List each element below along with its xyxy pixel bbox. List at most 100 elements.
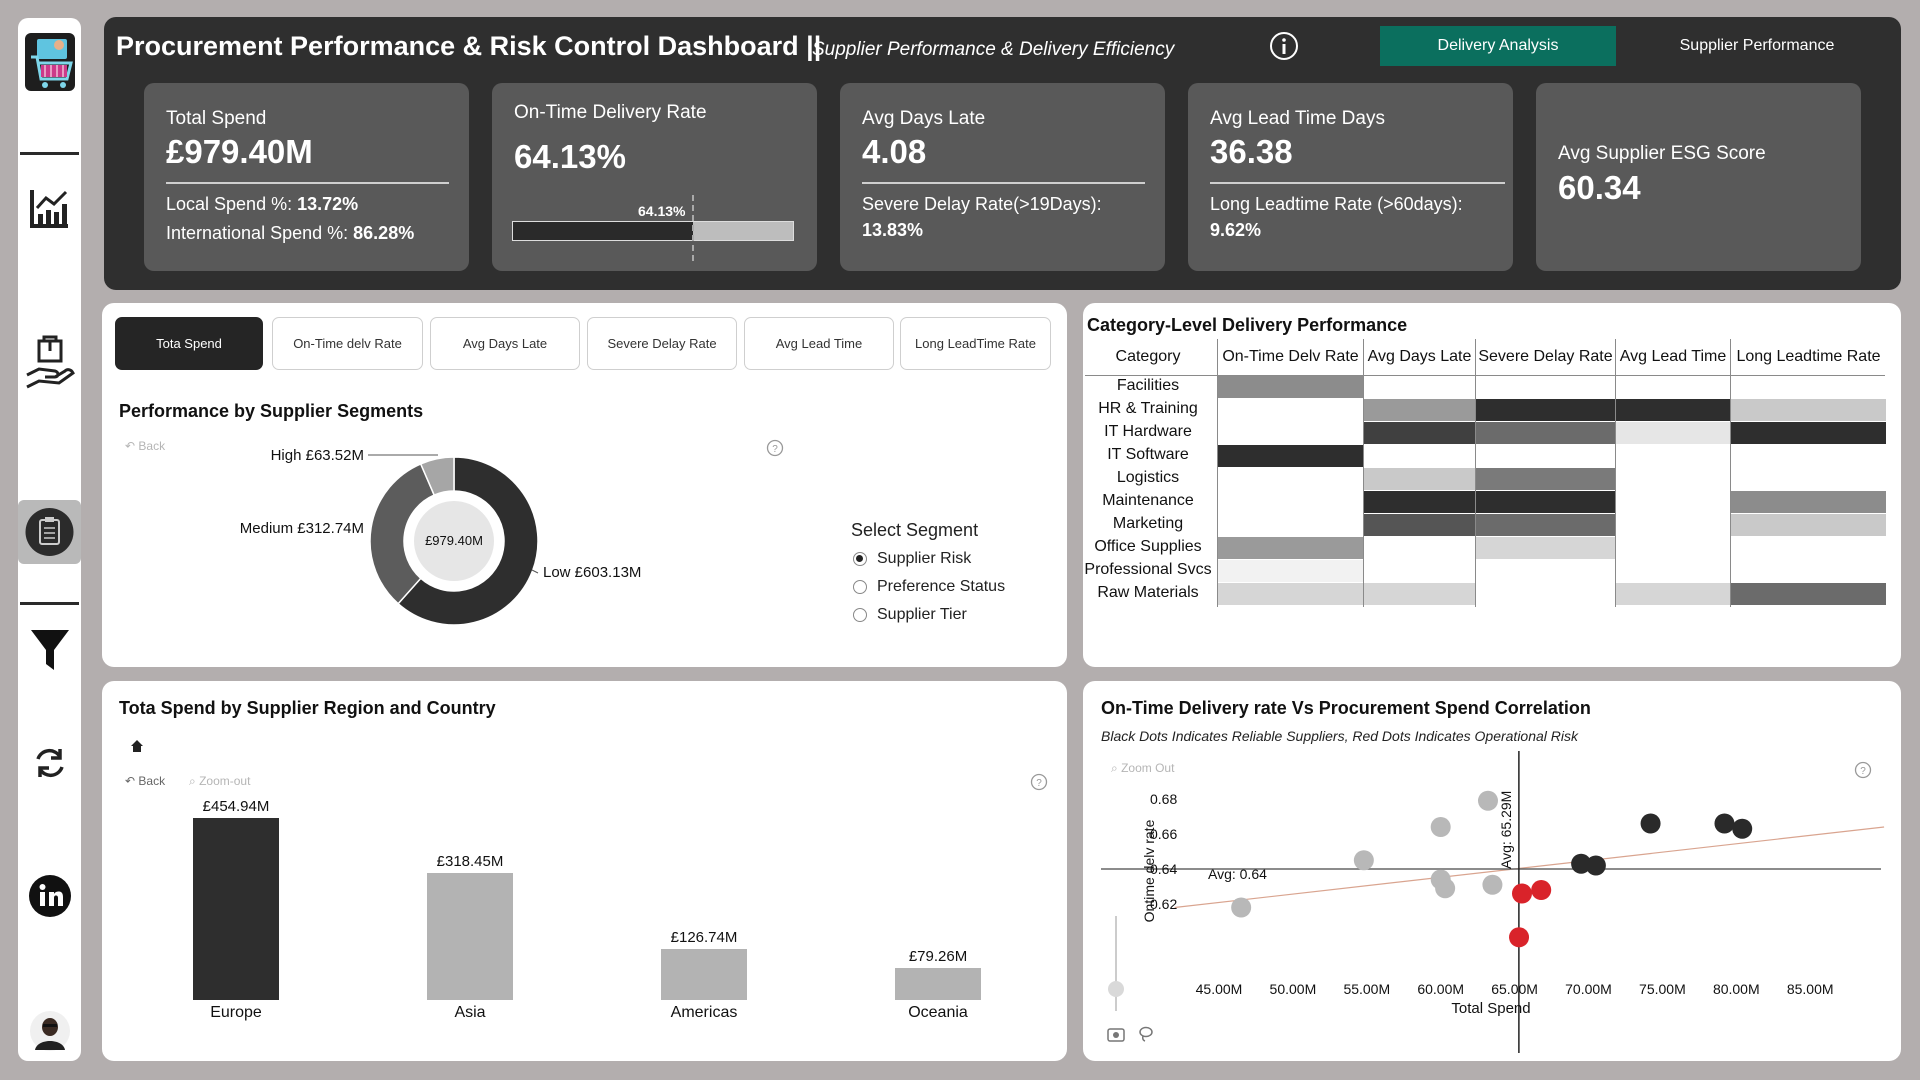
radio-supplier-tier[interactable]: Supplier Tier	[853, 606, 967, 624]
scatter-point-reliable[interactable]	[1714, 813, 1735, 834]
heatmap-cell[interactable]	[1218, 514, 1363, 536]
heatmap-cell[interactable]	[1364, 514, 1475, 536]
linkedin-link[interactable]	[18, 868, 81, 924]
heatmap-col-category[interactable]: Category	[1115, 347, 1181, 365]
heatmap-cell[interactable]	[1476, 560, 1615, 582]
heatmap-cell[interactable]	[1616, 537, 1730, 559]
heatmap-cell[interactable]	[1476, 468, 1615, 490]
back-button[interactable]: ↶ Back	[125, 439, 166, 453]
heatmap-cell[interactable]	[1616, 376, 1730, 398]
back-button[interactable]: ↶ Back	[125, 774, 166, 788]
heatmap-cell[interactable]	[1364, 399, 1475, 421]
heatmap-cell[interactable]	[1218, 422, 1363, 444]
heatmap-col-severe[interactable]: Severe Delay Rate	[1478, 347, 1613, 365]
sidebar-item-delivery[interactable]	[18, 500, 81, 564]
heatmap-cell[interactable]	[1218, 399, 1363, 421]
heatmap-cell[interactable]	[1731, 399, 1886, 421]
heatmap-cell[interactable]	[1476, 537, 1615, 559]
bar-americas[interactable]	[661, 949, 747, 1000]
scatter-point-risk[interactable]	[1509, 927, 1530, 948]
scatter-point-mid[interactable]	[1353, 850, 1374, 871]
heatmap-cell[interactable]	[1616, 422, 1730, 444]
heatmap-cell[interactable]	[1731, 514, 1886, 536]
tab-otd-rate[interactable]: On-Time delv Rate	[272, 317, 423, 370]
heatmap-cell[interactable]	[1731, 537, 1886, 559]
heatmap-col-lead[interactable]: Avg Lead Time	[1619, 347, 1727, 365]
image-icon[interactable]	[1107, 1028, 1125, 1042]
heatmap-cell[interactable]	[1731, 422, 1886, 444]
heatmap-cell[interactable]	[1218, 376, 1363, 398]
sidebar-item-suppliers[interactable]	[18, 328, 81, 398]
donut-slice-low[interactable]	[397, 456, 539, 626]
zoom-out-button[interactable]: ⌕ Zoom-out	[189, 774, 251, 788]
tab-avg-days-late[interactable]: Avg Days Late	[430, 317, 580, 370]
heatmap-cell[interactable]	[1731, 376, 1886, 398]
heatmap-cell[interactable]	[1218, 537, 1363, 559]
heatmap-cell[interactable]	[1476, 399, 1615, 421]
heatmap-cell[interactable]	[1476, 514, 1615, 536]
radio-supplier-risk[interactable]: Supplier Risk	[853, 550, 971, 568]
tab-avg-lead-time[interactable]: Avg Lead Time	[744, 317, 894, 370]
bar-asia[interactable]	[427, 872, 513, 1000]
heatmap-cell[interactable]	[1218, 560, 1363, 582]
filter-button[interactable]	[18, 620, 81, 680]
heatmap-cell[interactable]	[1616, 445, 1730, 467]
refresh-button[interactable]	[18, 738, 81, 788]
heatmap-cell[interactable]	[1476, 445, 1615, 467]
heatmap-cell[interactable]	[1364, 422, 1475, 444]
heatmap-cell[interactable]	[1616, 514, 1730, 536]
heatmap-cell[interactable]	[1364, 376, 1475, 398]
help-icon[interactable]: ?	[1854, 761, 1872, 779]
radio-preference-status[interactable]: Preference Status	[853, 578, 1005, 596]
heatmap-cell[interactable]	[1218, 445, 1363, 467]
scatter-point-mid[interactable]	[1482, 874, 1503, 895]
heatmap-cell[interactable]	[1476, 583, 1615, 605]
zoom-out-button[interactable]: ⌕ Zoom Out	[1111, 761, 1175, 775]
lasso-icon[interactable]	[1139, 1026, 1153, 1042]
scatter-point-reliable[interactable]	[1571, 853, 1592, 874]
heatmap-cell[interactable]	[1731, 468, 1886, 490]
scatter-point-mid[interactable]	[1477, 790, 1498, 811]
donut-slice-high[interactable]	[419, 456, 455, 497]
donut-slice-medium[interactable]	[369, 462, 436, 605]
delivery-analysis-button[interactable]: Delivery Analysis	[1380, 26, 1616, 66]
heatmap-cell[interactable]	[1218, 491, 1363, 513]
supplier-performance-button[interactable]: Supplier Performance	[1679, 37, 1835, 54]
heatmap-cell[interactable]	[1731, 583, 1886, 605]
heatmap-cell[interactable]	[1476, 491, 1615, 513]
scatter-point-risk[interactable]	[1531, 880, 1552, 900]
tab-total-spend[interactable]: Tota Spend	[115, 317, 263, 370]
help-icon[interactable]: ?	[766, 439, 784, 457]
heatmap-cell[interactable]	[1616, 399, 1730, 421]
scatter-point-mid[interactable]	[1231, 897, 1252, 918]
heatmap-col-days-late[interactable]: Avg Days Late	[1367, 347, 1472, 365]
bar-europe[interactable]	[193, 818, 279, 1000]
info-icon[interactable]	[1269, 31, 1299, 61]
heatmap-cell[interactable]	[1731, 491, 1886, 513]
heatmap-cell[interactable]	[1364, 468, 1475, 490]
scatter-point-mid[interactable]	[1435, 878, 1456, 899]
heatmap-cell[interactable]	[1616, 468, 1730, 490]
tab-severe-delay-rate[interactable]: Severe Delay Rate	[587, 317, 737, 370]
scatter-point-mid[interactable]	[1430, 817, 1451, 837]
avatar[interactable]	[18, 1008, 81, 1054]
heatmap-col-otd[interactable]: On-Time Delv Rate	[1222, 347, 1359, 365]
sidebar-item-overview[interactable]	[18, 178, 81, 238]
heatmap-cell[interactable]	[1364, 491, 1475, 513]
heatmap-cell[interactable]	[1616, 583, 1730, 605]
home-icon[interactable]	[130, 739, 144, 753]
heatmap-cell[interactable]	[1731, 560, 1886, 582]
heatmap-col-long-lead[interactable]: Long Leadtime Rate	[1736, 347, 1881, 365]
tab-long-leadtime-rate[interactable]: Long LeadTime Rate	[900, 317, 1051, 370]
scatter-point-reliable[interactable]	[1640, 813, 1661, 834]
heatmap-cell[interactable]	[1476, 376, 1615, 398]
help-icon[interactable]: ?	[1030, 773, 1048, 791]
heatmap-cell[interactable]	[1364, 537, 1475, 559]
heatmap-cell[interactable]	[1364, 583, 1475, 605]
scatter-point-reliable[interactable]	[1732, 818, 1753, 839]
heatmap-cell[interactable]	[1616, 560, 1730, 582]
heatmap-cell[interactable]	[1218, 468, 1363, 490]
heatmap-cell[interactable]	[1364, 445, 1475, 467]
scatter-point-risk[interactable]	[1511, 883, 1532, 904]
app-logo[interactable]	[18, 22, 81, 102]
